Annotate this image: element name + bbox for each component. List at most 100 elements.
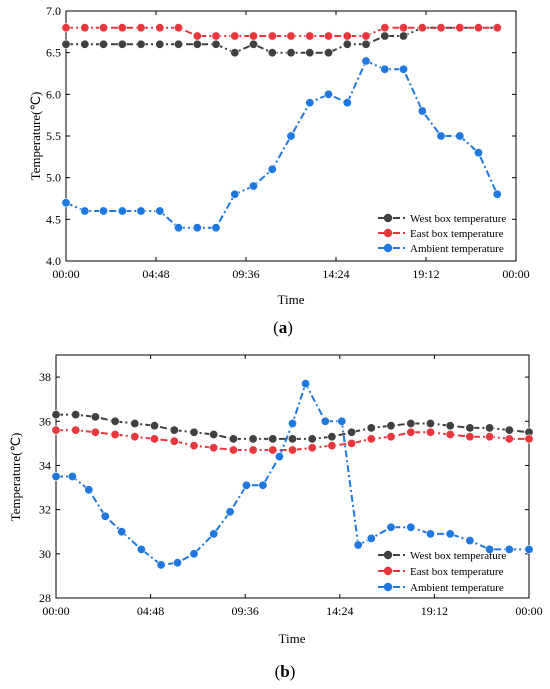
y-tick-label-b-2: 32 <box>39 503 51 517</box>
series-line-a-2 <box>65 59 499 229</box>
data-point-a-1-1 <box>80 23 90 33</box>
y-tick-label-a-5: 6.5 <box>46 46 61 60</box>
data-point-b-1-23 <box>504 434 514 444</box>
y-tick-label-a-0: 4.0 <box>46 254 61 268</box>
data-point-a-2-17 <box>380 64 390 74</box>
data-point-b-2-10 <box>225 507 235 517</box>
panel-label-b-letter: b <box>280 662 289 681</box>
data-point-b-0-5 <box>150 421 160 431</box>
data-point-b-1-2 <box>90 427 100 437</box>
data-point-b-2-0 <box>51 471 61 481</box>
data-point-a-2-19 <box>417 106 427 116</box>
data-point-b-2-21 <box>406 522 416 532</box>
x-tick-label-b-5: 00:00 <box>515 604 542 618</box>
data-point-a-0-9 <box>230 48 240 58</box>
data-point-b-2-14 <box>287 418 297 428</box>
data-point-b-2-24 <box>465 536 475 546</box>
data-point-b-0-23 <box>504 425 514 435</box>
series-line-b-2 <box>56 381 529 566</box>
x-tick-label-b-3: 14:24 <box>326 604 353 618</box>
data-point-b-1-5 <box>150 434 160 444</box>
data-point-a-2-16 <box>361 56 371 66</box>
legend-label-a-0: West box temperature <box>410 213 506 225</box>
data-point-b-2-11 <box>242 480 252 490</box>
data-point-b-0-3 <box>110 416 120 426</box>
data-point-a-2-15 <box>342 98 352 108</box>
data-point-a-2-18 <box>398 64 408 74</box>
data-point-a-0-6 <box>174 39 184 49</box>
y-axis-label-b: Temperature(℃) <box>8 433 23 522</box>
panel-label-b: (b) <box>275 662 296 681</box>
y-tick-label-a-4: 6.0 <box>46 87 61 101</box>
data-point-b-1-8 <box>209 443 219 453</box>
data-point-a-2-7 <box>192 223 202 233</box>
y-tick-label-b-0: 28 <box>39 591 51 605</box>
data-point-b-1-21 <box>465 432 475 442</box>
series-b <box>51 379 534 570</box>
legend-marker-a-2 <box>383 243 393 253</box>
data-point-a-0-8 <box>211 39 221 49</box>
data-point-b-2-18 <box>353 540 363 550</box>
data-point-b-1-7 <box>189 441 199 451</box>
data-point-a-2-21 <box>455 131 465 141</box>
data-point-b-0-1 <box>71 410 81 420</box>
data-point-b-2-12 <box>258 480 268 490</box>
x-tick-label-a-0: 00:00 <box>52 267 79 281</box>
data-point-b-2-1 <box>67 471 77 481</box>
data-point-b-1-10 <box>248 445 258 455</box>
ticks-b: 28 30 32 34 36 38 00:00 04:48 09:36 14:24 19:12 00:… <box>39 355 543 618</box>
data-point-a-0-3 <box>117 39 127 49</box>
data-point-a-1-3 <box>117 23 127 33</box>
data-point-a-0-18 <box>398 31 408 41</box>
data-point-b-2-7 <box>173 558 183 568</box>
x-tick-label-b-1: 04:48 <box>137 604 164 618</box>
data-point-b-0-17 <box>386 421 396 431</box>
data-point-b-2-13 <box>274 452 284 462</box>
data-point-b-0-9 <box>228 434 238 444</box>
data-point-a-0-11 <box>267 48 277 58</box>
data-point-a-0-1 <box>80 39 90 49</box>
legend-label-b-0: West box temperature <box>410 550 506 562</box>
series-a <box>61 23 502 233</box>
data-point-a-2-0 <box>61 198 71 208</box>
data-point-a-2-6 <box>174 223 184 233</box>
y-tick-label-b-5: 38 <box>39 370 51 384</box>
data-point-a-2-5 <box>155 206 165 216</box>
data-point-a-1-2 <box>99 23 109 33</box>
data-point-b-1-20 <box>445 429 455 439</box>
panel-label-a-close: ) <box>287 318 293 337</box>
data-point-a-2-2 <box>99 206 109 216</box>
data-point-b-2-9 <box>209 529 219 539</box>
data-point-b-2-26 <box>504 544 514 554</box>
legend-label-a-1: East box temperature <box>410 228 504 240</box>
data-point-a-0-16 <box>361 39 371 49</box>
data-point-b-2-17 <box>337 416 347 426</box>
plot-area-b <box>55 354 530 599</box>
data-point-a-0-5 <box>155 39 165 49</box>
data-point-a-2-4 <box>136 206 146 216</box>
data-point-a-1-14 <box>323 31 333 41</box>
data-point-a-2-13 <box>305 98 315 108</box>
legend-b: West box temperature East box temperature… <box>378 550 506 594</box>
data-point-b-0-18 <box>406 418 416 428</box>
chart-panel-a: 4.0 4.5 5.0 5.5 6.0 6.5 7.0 00:00 04:48 09:36 14:2… <box>28 4 530 337</box>
data-point-a-1-19 <box>417 23 427 33</box>
data-point-a-0-10 <box>249 39 259 49</box>
data-point-b-0-22 <box>485 423 495 433</box>
data-point-b-0-11 <box>268 434 278 444</box>
legend-a: West box temperature East box temperature… <box>378 213 506 255</box>
data-point-a-1-21 <box>455 23 465 33</box>
data-point-b-2-8 <box>189 549 199 559</box>
data-point-b-1-15 <box>347 438 357 448</box>
data-point-b-0-10 <box>248 434 258 444</box>
data-point-b-2-22 <box>425 529 435 539</box>
x-tick-label-a-1: 04:48 <box>142 267 169 281</box>
data-point-b-0-14 <box>327 432 337 442</box>
data-point-b-0-8 <box>209 429 219 439</box>
data-point-a-1-18 <box>398 23 408 33</box>
data-point-a-1-10 <box>249 31 259 41</box>
data-point-a-1-8 <box>211 31 221 41</box>
data-point-b-0-7 <box>189 427 199 437</box>
data-point-a-2-12 <box>286 131 296 141</box>
